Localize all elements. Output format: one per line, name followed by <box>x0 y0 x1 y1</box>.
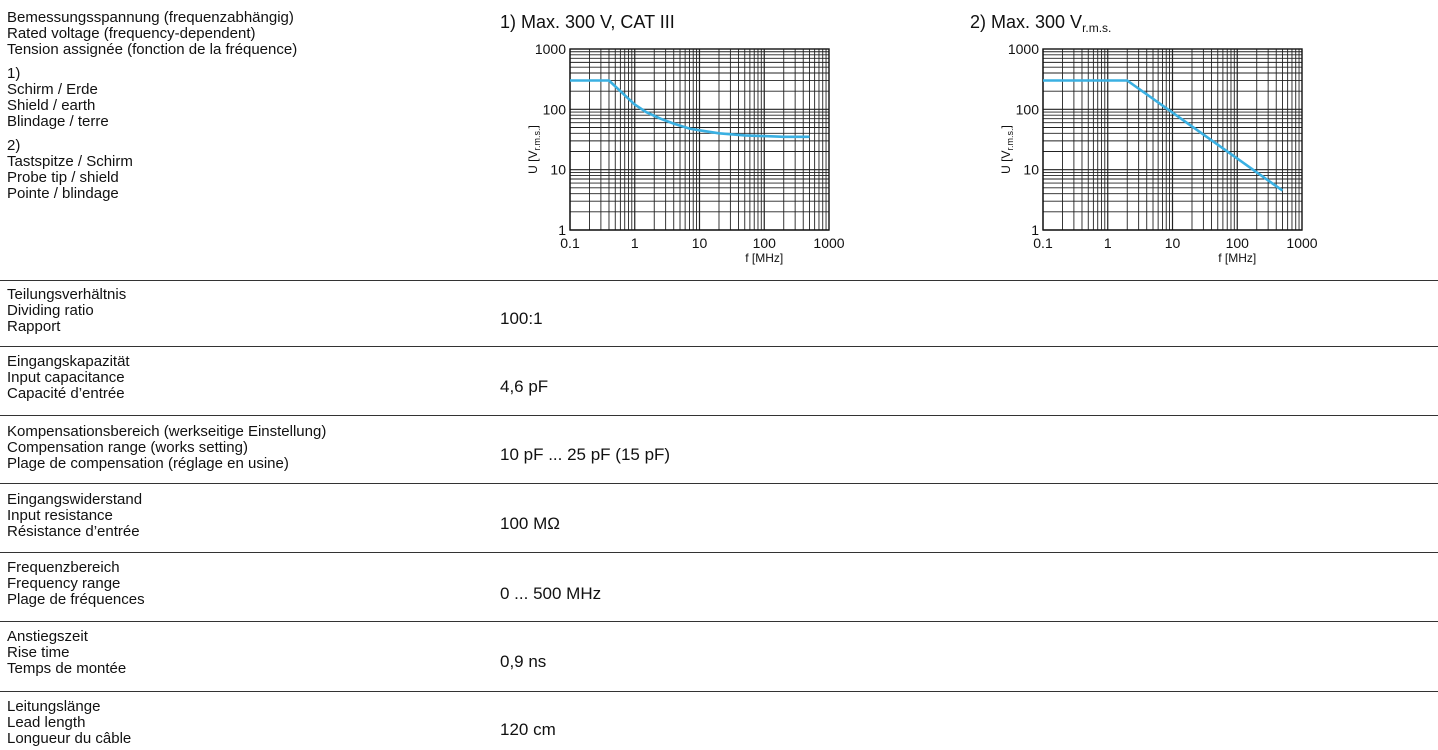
label-line-fr: Tension assignée (fonction de la fréquen… <box>7 41 298 58</box>
series-line <box>1043 79 1284 192</box>
label-line-de: Bemessungsspannung (frequenzabhängig) <box>7 9 294 26</box>
y-axis-label-end: ] <box>999 125 1013 128</box>
y-axis-label-sub: r.m.s. <box>532 129 542 151</box>
x-tick-label: 0.1 <box>560 235 580 251</box>
plot-frame <box>1042 48 1303 231</box>
y-tick-label: 1000 <box>535 41 566 57</box>
chart-grid <box>1042 49 1302 231</box>
label-line-en: Rise time <box>7 644 70 661</box>
x-tick-label: 10 <box>1165 235 1181 251</box>
rated-voltage-label: Bemessungsspannung (frequenzabhängig) Ra… <box>7 10 297 202</box>
row-value: 0,9 ns <box>500 652 547 671</box>
row-value: 10 pF ... 25 pF (15 pF) <box>500 445 671 464</box>
label-line-de: Frequenzbereich <box>7 559 120 576</box>
y-axis-label-sub: r.m.s. <box>1005 129 1015 151</box>
label-line-fr: Capacité d’entrée <box>7 385 125 402</box>
series-line <box>570 79 810 139</box>
label-line-en: Input capacitance <box>7 369 125 386</box>
label-line-de: Teilungsverhältnis <box>7 286 127 303</box>
row-value: 0 ... 500 MHz <box>500 584 602 603</box>
row-value: 100 MΩ <box>500 514 560 533</box>
x-tick-label: 100 <box>1226 235 1250 251</box>
row-label: Kompensationsbereich (werkseitige Einste… <box>7 424 326 472</box>
label-line-de: Kompensationsbereich (werkseitige Einste… <box>7 423 327 440</box>
y-tick-label: 10 <box>550 162 566 178</box>
group2-marker: 2) <box>7 137 21 154</box>
y-tick-label: 100 <box>1016 101 1040 117</box>
label-line-de: Anstiegszeit <box>7 628 88 645</box>
row-value: 120 cm <box>500 720 556 739</box>
row-input-resistance: Eingangswiderstand Input resistance Rési… <box>0 484 1438 553</box>
x-axis-label: f [MHz] <box>745 251 783 265</box>
group1-marker: 1) <box>7 65 21 82</box>
x-tick-label: 1000 <box>813 235 844 251</box>
rated-voltage-row: Bemessungsspannung (frequenzabhängig) Ra… <box>0 0 1438 281</box>
group2-line-en: Probe tip / shield <box>7 169 119 186</box>
y-tick-label: 1 <box>1031 222 1039 238</box>
y-axis-label: U [Vr.m.s.] <box>999 125 1015 174</box>
chart2-title-sub: r.m.s. <box>1082 21 1112 35</box>
label-line-en: Lead length <box>7 714 86 731</box>
group1-line-en: Shield / earth <box>7 97 96 114</box>
row-input-capacitance: Eingangskapazität Input capacitance Capa… <box>0 347 1438 416</box>
y-tick-label: 1000 <box>1008 41 1039 57</box>
label-line-de: Eingangskapazität <box>7 353 130 370</box>
x-tick-label: 1 <box>1104 235 1112 251</box>
label-line-en: Input resistance <box>7 507 113 524</box>
row-rise-time: Anstiegszeit Rise time Temps de montée 0… <box>0 622 1438 692</box>
x-tick-label: 0.1 <box>1033 235 1053 251</box>
row-value: 4,6 pF <box>500 377 549 396</box>
label-line-de: Leitungslänge <box>7 698 101 715</box>
label-line-en: Compensation range (works setting) <box>7 439 248 456</box>
y-axis-label: U [Vr.m.s.] <box>526 125 542 174</box>
x-tick-label: 100 <box>753 235 777 251</box>
y-axis-label-end: ] <box>526 125 540 128</box>
label-line-en: Frequency range <box>7 575 121 592</box>
y-axis-label-main: U [V <box>999 151 1013 174</box>
row-compensation-range: Kompensationsbereich (werkseitige Einste… <box>0 416 1438 484</box>
label-line-en: Dividing ratio <box>7 302 94 319</box>
group2-line-fr: Pointe / blindage <box>7 185 119 202</box>
label-line-fr: Plage de fréquences <box>7 591 145 608</box>
row-label: Frequenzbereich Frequency range Plage de… <box>7 560 145 608</box>
group2-line-de: Tastspitze / Schirm <box>7 153 133 170</box>
y-tick-label: 10 <box>1023 162 1039 178</box>
row-label: Leitungslänge Lead length Longueur du câ… <box>7 699 131 747</box>
label-line-de: Eingangswiderstand <box>7 491 143 508</box>
row-label: Teilungsverhältnis Dividing ratio Rappor… <box>7 287 126 335</box>
y-tick-label: 1 <box>558 222 566 238</box>
row-value: 100:1 <box>500 309 543 328</box>
x-tick-label: 10 <box>692 235 708 251</box>
y-axis-label-main: U [V <box>526 151 540 174</box>
row-lead-length: Leitungslänge Lead length Longueur du câ… <box>0 692 1438 750</box>
x-tick-label: 1 <box>631 235 639 251</box>
row-label: Eingangskapazität Input capacitance Capa… <box>7 354 130 402</box>
label-line-fr: Plage de compensation (réglage en usine) <box>7 455 289 472</box>
label-line-en: Rated voltage (frequency-dependent) <box>7 25 256 42</box>
label-line-fr: Temps de montée <box>7 660 127 677</box>
chart2-title-main: 2) Max. 300 V <box>970 12 1083 32</box>
x-tick-label: 1000 <box>1286 235 1317 251</box>
y-tick-label: 100 <box>543 101 567 117</box>
row-label: Eingangswiderstand Input resistance Rési… <box>7 492 142 540</box>
plot-frame <box>569 48 830 231</box>
row-frequency-range: Frequenzbereich Frequency range Plage de… <box>0 553 1438 622</box>
chart2-title: 2) Max. 300 Vr.m.s. <box>970 12 1111 35</box>
label-line-fr: Longueur du câble <box>7 730 132 747</box>
row-dividing-ratio: Teilungsverhältnis Dividing ratio Rappor… <box>0 281 1438 347</box>
row-label: Anstiegszeit Rise time Temps de montée <box>7 629 126 677</box>
group1-line-de: Schirm / Erde <box>7 81 98 98</box>
x-axis-label: f [MHz] <box>1218 251 1256 265</box>
group1-line-fr: Blindage / terre <box>7 113 109 130</box>
label-line-fr: Résistance d’entrée <box>7 523 140 540</box>
chart1-title: 1) Max. 300 V, CAT III <box>500 12 675 32</box>
label-line-fr: Rapport <box>7 318 61 335</box>
